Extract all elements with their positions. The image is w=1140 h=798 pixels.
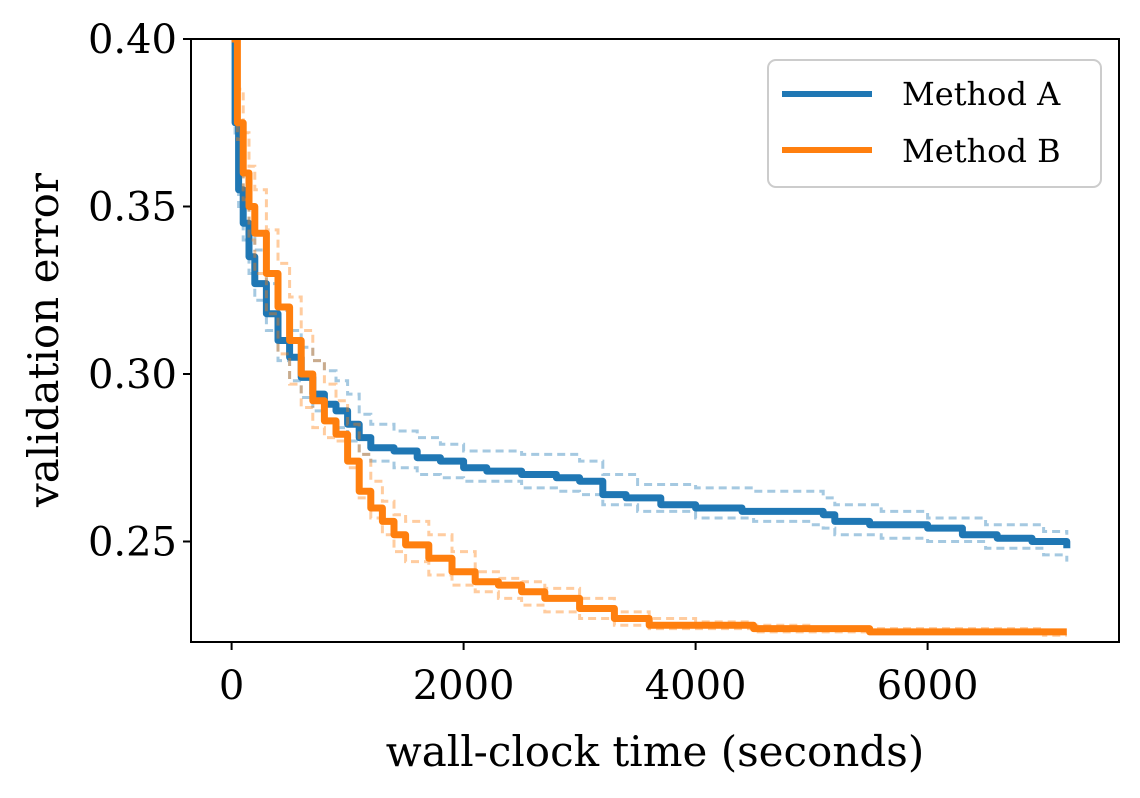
series-lines bbox=[231, 39, 1071, 637]
method-b-mean-line bbox=[231, 39, 1067, 636]
y-tick-label: 0.25 bbox=[88, 520, 177, 566]
x-axis-label: wall-clock time (seconds) bbox=[386, 727, 924, 776]
x-tick-label: 4000 bbox=[645, 663, 747, 709]
legend-label-method-a: Method A bbox=[902, 75, 1061, 113]
method-a-mean-line bbox=[231, 39, 1071, 549]
x-tick-label: 6000 bbox=[877, 663, 979, 709]
x-tick-label: 2000 bbox=[413, 663, 515, 709]
method-b-lower-bound-line bbox=[231, 39, 1067, 637]
method-a-upper-bound-line bbox=[231, 39, 1069, 535]
legend: Method A Method B bbox=[767, 59, 1102, 188]
y-tick-label: 0.40 bbox=[88, 17, 177, 63]
legend-label-method-b: Method B bbox=[902, 132, 1061, 170]
axis-ticks: 0 2000 4000 6000 0.25 0.30 0.35 0.40 bbox=[88, 17, 979, 709]
x-tick-label: 0 bbox=[219, 663, 244, 709]
y-tick-label: 0.30 bbox=[88, 352, 177, 398]
plot-frame bbox=[190, 38, 1120, 643]
y-tick-label: 0.35 bbox=[88, 185, 177, 231]
y-axis-label: validation error bbox=[19, 172, 68, 508]
